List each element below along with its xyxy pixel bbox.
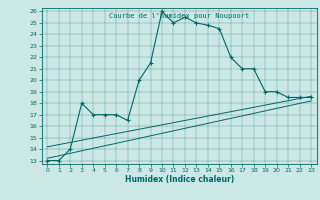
Text: Courbe de l'humidex pour Noupoort: Courbe de l'humidex pour Noupoort — [109, 13, 249, 19]
X-axis label: Humidex (Indice chaleur): Humidex (Indice chaleur) — [124, 175, 234, 184]
